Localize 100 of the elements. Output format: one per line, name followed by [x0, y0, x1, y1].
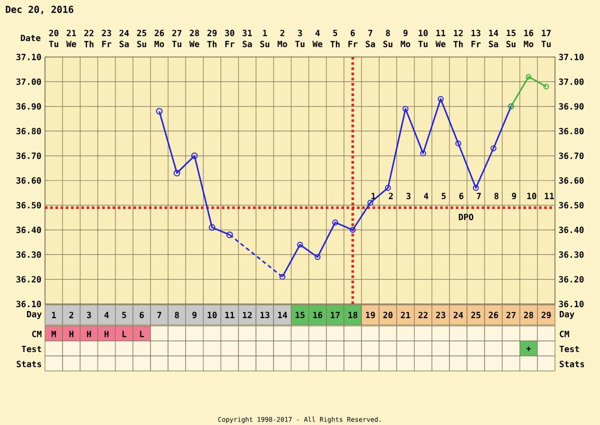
text: 29	[207, 30, 217, 36]
text: 21	[66, 30, 76, 36]
y2-tick-label: 36.40	[559, 226, 584, 234]
y-tick-label: 36.80	[16, 128, 41, 134]
x-tick-label: 19	[366, 312, 375, 318]
text: 17	[542, 30, 551, 36]
x-tick-label: 20	[383, 312, 393, 318]
annotation: 1	[372, 192, 376, 200]
text: 9	[403, 30, 408, 36]
text: 11	[436, 30, 446, 36]
text: H	[86, 330, 91, 338]
text: Fr	[348, 40, 358, 48]
y2-tick-label: 36.10	[559, 300, 584, 308]
x-tick-label: 12	[242, 312, 252, 318]
text: 31	[242, 30, 252, 36]
text: 30	[225, 30, 234, 36]
text: 25	[137, 30, 146, 36]
text: Tu	[49, 40, 58, 48]
y2-tick-label: 37.00	[559, 78, 584, 85]
text: H	[69, 330, 74, 338]
x-tick-label: 15	[296, 312, 305, 318]
annotation: DPO	[458, 214, 474, 220]
x-tick-label: 28	[524, 312, 534, 318]
x-tick-label: 8	[174, 312, 179, 318]
annotation: 9	[512, 192, 516, 200]
chart-title: Dec 20, 2016	[6, 6, 74, 14]
y-tick-label: 36.90	[16, 103, 41, 110]
point	[490, 145, 496, 152]
text: CM	[560, 330, 570, 338]
text: 1	[263, 30, 267, 36]
text: We	[189, 40, 200, 48]
text: 6	[350, 30, 355, 36]
y2-tick-label: 37.10	[559, 54, 584, 60]
text: Sa	[366, 40, 375, 48]
y2-tick-label: 36.70	[559, 152, 584, 160]
y2-tick-label: 36.50	[559, 202, 584, 208]
text: Day	[27, 311, 42, 319]
annotation: 6	[459, 192, 464, 200]
text: Su	[260, 40, 270, 48]
y-tick-label: 36.40	[16, 226, 41, 234]
x-tick-label: 1	[52, 312, 56, 318]
annotation: 7	[476, 192, 481, 200]
x-tick-label: 21	[400, 312, 410, 318]
point	[191, 152, 198, 160]
text: Stats	[560, 360, 584, 368]
text: Mo	[154, 40, 164, 48]
text: 26	[154, 30, 164, 36]
text: L	[122, 330, 126, 338]
text: L	[140, 330, 144, 338]
x-tick-label: 5	[122, 312, 126, 318]
point	[314, 254, 321, 260]
text: 2	[280, 30, 284, 36]
x-tick-label: 13	[260, 312, 270, 318]
point	[526, 74, 532, 80]
text: We	[66, 40, 76, 48]
text: 3	[298, 30, 302, 36]
x-tick-label: 23	[436, 312, 446, 318]
point	[332, 220, 338, 226]
y2-tick-label: 36.80	[559, 128, 584, 134]
y-tick-label: 37.10	[16, 54, 41, 60]
point	[472, 184, 479, 191]
text: Th	[330, 40, 340, 48]
text: 16	[524, 30, 534, 36]
y-tick-label: 37.00	[16, 78, 41, 85]
x-tick-label: 26	[488, 312, 498, 318]
x-tick-label: 2	[69, 312, 74, 318]
annotation: 3	[406, 192, 411, 200]
y-tick-label: 36.30	[16, 251, 41, 258]
text: Su	[506, 40, 516, 48]
x-tick-label: 3	[86, 312, 91, 318]
text: 23	[102, 30, 112, 36]
text: Fr	[225, 40, 234, 48]
text: Sa	[488, 40, 498, 48]
x-tick-label: 4	[104, 312, 109, 318]
x-tick-label: 6	[140, 312, 144, 318]
text: We	[436, 40, 446, 48]
text: 15	[506, 30, 516, 36]
x-tick-label: 10	[208, 312, 217, 318]
text: 4	[315, 30, 320, 36]
x-tick-label: 25	[471, 312, 480, 318]
point	[350, 226, 356, 233]
y2-tick-label: 36.30	[559, 251, 584, 258]
text: Tu	[172, 40, 182, 48]
text: 20	[49, 30, 58, 36]
text: Sa	[242, 40, 252, 48]
x-tick-label: 14	[278, 312, 288, 318]
x-tick-label: 29	[542, 312, 551, 318]
y-tick-label: 36.20	[16, 276, 41, 283]
text: Day	[560, 311, 574, 319]
text: Su	[137, 40, 146, 48]
text: Th	[84, 40, 94, 48]
point	[384, 184, 391, 191]
x-tick-label: 24	[454, 312, 464, 318]
annotation: 2	[388, 192, 393, 200]
x-tick-label: 22	[418, 312, 428, 318]
text: Test	[560, 346, 580, 352]
text: 8	[386, 30, 390, 36]
text: CM	[32, 330, 42, 338]
text: 14	[489, 30, 498, 36]
text: +	[526, 346, 531, 352]
